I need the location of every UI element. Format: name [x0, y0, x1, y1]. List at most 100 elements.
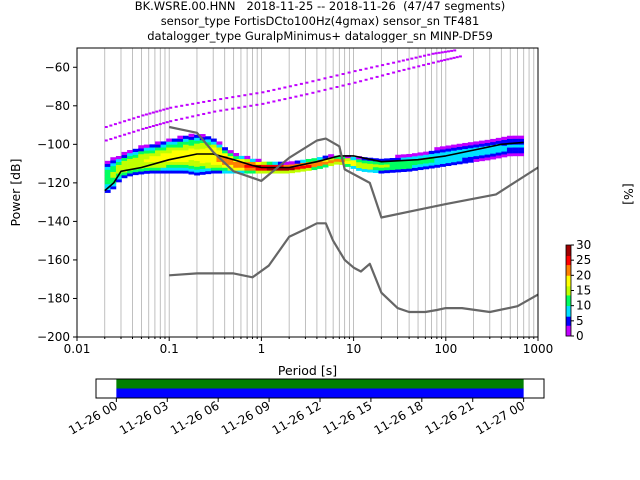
- psd-cell: [272, 170, 279, 174]
- psd-cell: [216, 164, 223, 168]
- psd-cell: [166, 167, 173, 171]
- psd-cell: [328, 162, 335, 167]
- psd-cell: [194, 163, 201, 167]
- psd-cell: [322, 155, 329, 159]
- psd-cell: [199, 157, 206, 161]
- psd-cell: [182, 153, 189, 157]
- psd-cell: [210, 144, 217, 148]
- outlier-cell: [431, 61, 435, 64]
- psd-cell: [518, 138, 525, 142]
- psd-cell: [182, 161, 189, 165]
- psd-cell: [328, 159, 335, 164]
- psd-cell: [233, 161, 240, 165]
- psd-cell: [384, 158, 390, 162]
- psd-cell: [149, 167, 156, 171]
- colorbar-segment: [566, 311, 571, 314]
- psd-cell: [244, 155, 251, 160]
- colorbar-tick-label: 25: [576, 253, 591, 267]
- psd-cell: [506, 150, 513, 154]
- psd-cell: [495, 140, 502, 144]
- psd-cell: [328, 154, 335, 158]
- psd-cell: [104, 169, 111, 173]
- psd-cell: [495, 137, 502, 142]
- psd-cell: [378, 161, 385, 165]
- colorbar-segment: [566, 304, 571, 307]
- colorbar-segment: [566, 298, 571, 300]
- psd-cell: [479, 140, 485, 144]
- psd-cell: [216, 167, 223, 171]
- psd-cell: [149, 150, 156, 154]
- psd-cell: [155, 147, 161, 151]
- psd-cell: [428, 159, 435, 163]
- psd-cell: [356, 159, 363, 163]
- psd-cell: [350, 159, 357, 164]
- psd-cell: [138, 156, 145, 160]
- outlier-cell: [261, 91, 265, 94]
- psd-cell: [479, 152, 485, 156]
- psd-cell: [194, 143, 201, 147]
- outlier-cell: [443, 59, 447, 62]
- psd-cell: [227, 155, 234, 160]
- psd-cell: [456, 152, 463, 156]
- colorbar-segment: [566, 269, 571, 272]
- outlier-cell: [202, 100, 206, 103]
- outlier-cell: [455, 56, 459, 59]
- outlier-cell: [446, 58, 450, 61]
- psd-cell: [333, 158, 340, 162]
- psd-cell: [361, 168, 368, 172]
- colorbar-segment: [566, 290, 571, 293]
- psd-cell: [428, 165, 435, 169]
- psd-cell: [199, 171, 206, 175]
- psd-cell: [490, 141, 497, 145]
- psd-cell: [361, 160, 368, 164]
- psd-cell: [378, 164, 385, 168]
- colorbar-segment: [566, 323, 571, 326]
- psd-cell: [222, 170, 228, 174]
- psd-cell: [171, 158, 178, 162]
- outlier-cell: [136, 115, 140, 118]
- psd-cell: [456, 161, 463, 165]
- colorbar-segment: [566, 278, 571, 281]
- psd-cell: [182, 135, 189, 139]
- psd-cell: [115, 179, 122, 183]
- psd-cell: [166, 138, 173, 142]
- colorbar-segment: [566, 249, 571, 252]
- colorbar-segment: [566, 279, 571, 282]
- outlier-cell: [440, 59, 444, 62]
- psd-cell: [356, 167, 363, 171]
- psd-cell: [216, 170, 223, 174]
- psd-cell: [378, 170, 385, 174]
- colorbar-segment: [566, 246, 571, 249]
- outlier-cell: [305, 93, 309, 96]
- psd-cell: [222, 164, 228, 168]
- psd-cell: [506, 135, 513, 139]
- psd-cell: [166, 164, 173, 168]
- psd-cell: [110, 180, 117, 184]
- outlier-cell: [243, 105, 247, 108]
- psd-cell: [205, 139, 212, 143]
- psd-cell: [177, 164, 184, 168]
- psd-cell: [411, 161, 418, 166]
- psd-cell: [434, 158, 441, 162]
- psd-cell: [272, 164, 279, 168]
- psd-cell: [439, 146, 446, 150]
- colorbar-segment: [566, 257, 571, 260]
- psd-cell: [115, 176, 122, 180]
- psd-cell: [121, 157, 128, 161]
- noise-model-curve: [168, 125, 539, 219]
- outlier-cell: [370, 66, 374, 69]
- colorbar-segment: [566, 251, 571, 253]
- psd-cell: [132, 154, 139, 158]
- colorbar-segment: [566, 266, 571, 269]
- psd-cell: [166, 153, 173, 157]
- psd-cell: [261, 170, 268, 174]
- psd-cell: [289, 161, 295, 165]
- psd-cell: [155, 164, 161, 168]
- outlier-cell: [266, 90, 270, 93]
- psd-cell: [104, 160, 111, 165]
- psd-cell: [495, 155, 502, 159]
- psd-cell: [171, 138, 178, 142]
- psd-cell: [171, 155, 178, 160]
- psd-cell: [194, 134, 201, 138]
- psd-cell: [115, 155, 122, 160]
